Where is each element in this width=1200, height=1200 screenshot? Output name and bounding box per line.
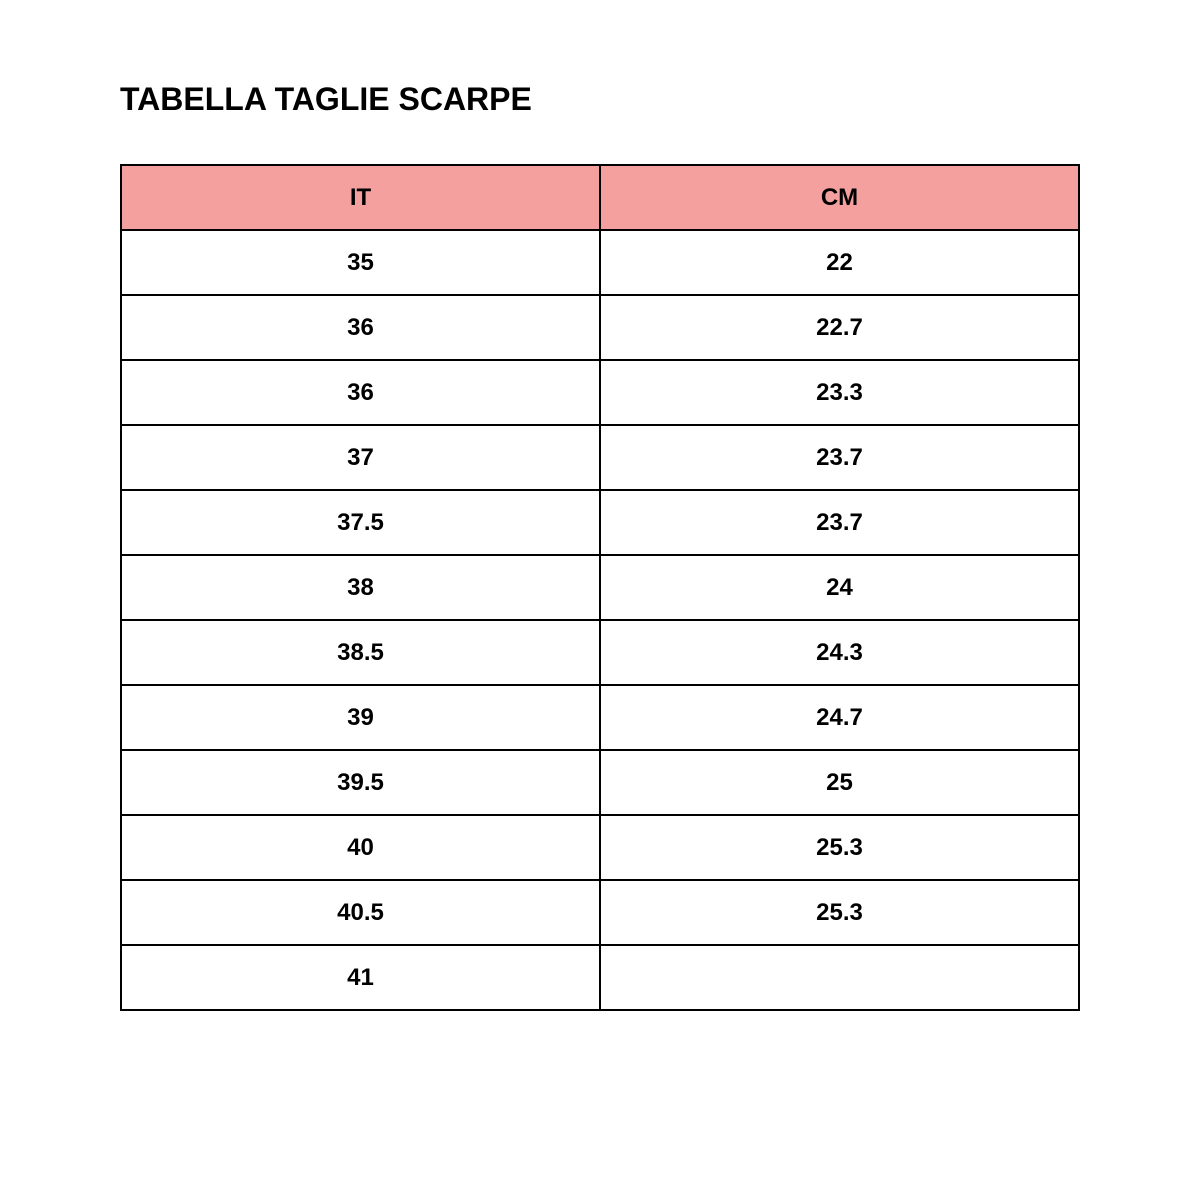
table-row: 36 23.3: [120, 359, 1080, 426]
page-title: TABELLA TAGLIE SCARPE: [120, 81, 532, 117]
column-header-it: IT: [120, 164, 601, 231]
cell-cm: 24.3: [599, 619, 1080, 686]
cell-it: 35: [120, 229, 601, 296]
cell-cm: 23.7: [599, 489, 1080, 556]
table-header-row: IT CM: [120, 164, 1080, 231]
cell-it: 41: [120, 944, 601, 1011]
cell-cm: 24.7: [599, 684, 1080, 751]
cell-cm: 25.3: [599, 879, 1080, 946]
column-header-cm: CM: [599, 164, 1080, 231]
cell-cm: 24: [599, 554, 1080, 621]
cell-it: 39: [120, 684, 601, 751]
cell-it: 36: [120, 359, 601, 426]
cell-it: 36: [120, 294, 601, 361]
table-row: 37.5 23.7: [120, 489, 1080, 556]
cell-cm: 22: [599, 229, 1080, 296]
cell-cm: 25.3: [599, 814, 1080, 881]
table-row: 40.5 25.3: [120, 879, 1080, 946]
cell-it: 37: [120, 424, 601, 491]
size-table: IT CM 35 22 36 22.7 36 23.3 37 23.7 37.5 23.7 38 24…: [120, 164, 1080, 1011]
cell-cm: 25: [599, 749, 1080, 816]
table-row: 38.5 24.3: [120, 619, 1080, 686]
table-row: 39 24.7: [120, 684, 1080, 751]
cell-it: 37.5: [120, 489, 601, 556]
table-row: 38 24: [120, 554, 1080, 621]
cell-cm: 23.7: [599, 424, 1080, 491]
table-row: 37 23.7: [120, 424, 1080, 491]
table-row: 40 25.3: [120, 814, 1080, 881]
table-row: 36 22.7: [120, 294, 1080, 361]
cell-cm: 22.7: [599, 294, 1080, 361]
cell-cm: 23.3: [599, 359, 1080, 426]
table-row: 39.5 25: [120, 749, 1080, 816]
cell-cm: [599, 944, 1080, 1011]
table-row: 35 22: [120, 229, 1080, 296]
cell-it: 40: [120, 814, 601, 881]
cell-it: 40.5: [120, 879, 601, 946]
table-row: 41: [120, 944, 1080, 1011]
cell-it: 38.5: [120, 619, 601, 686]
cell-it: 39.5: [120, 749, 601, 816]
cell-it: 38: [120, 554, 601, 621]
